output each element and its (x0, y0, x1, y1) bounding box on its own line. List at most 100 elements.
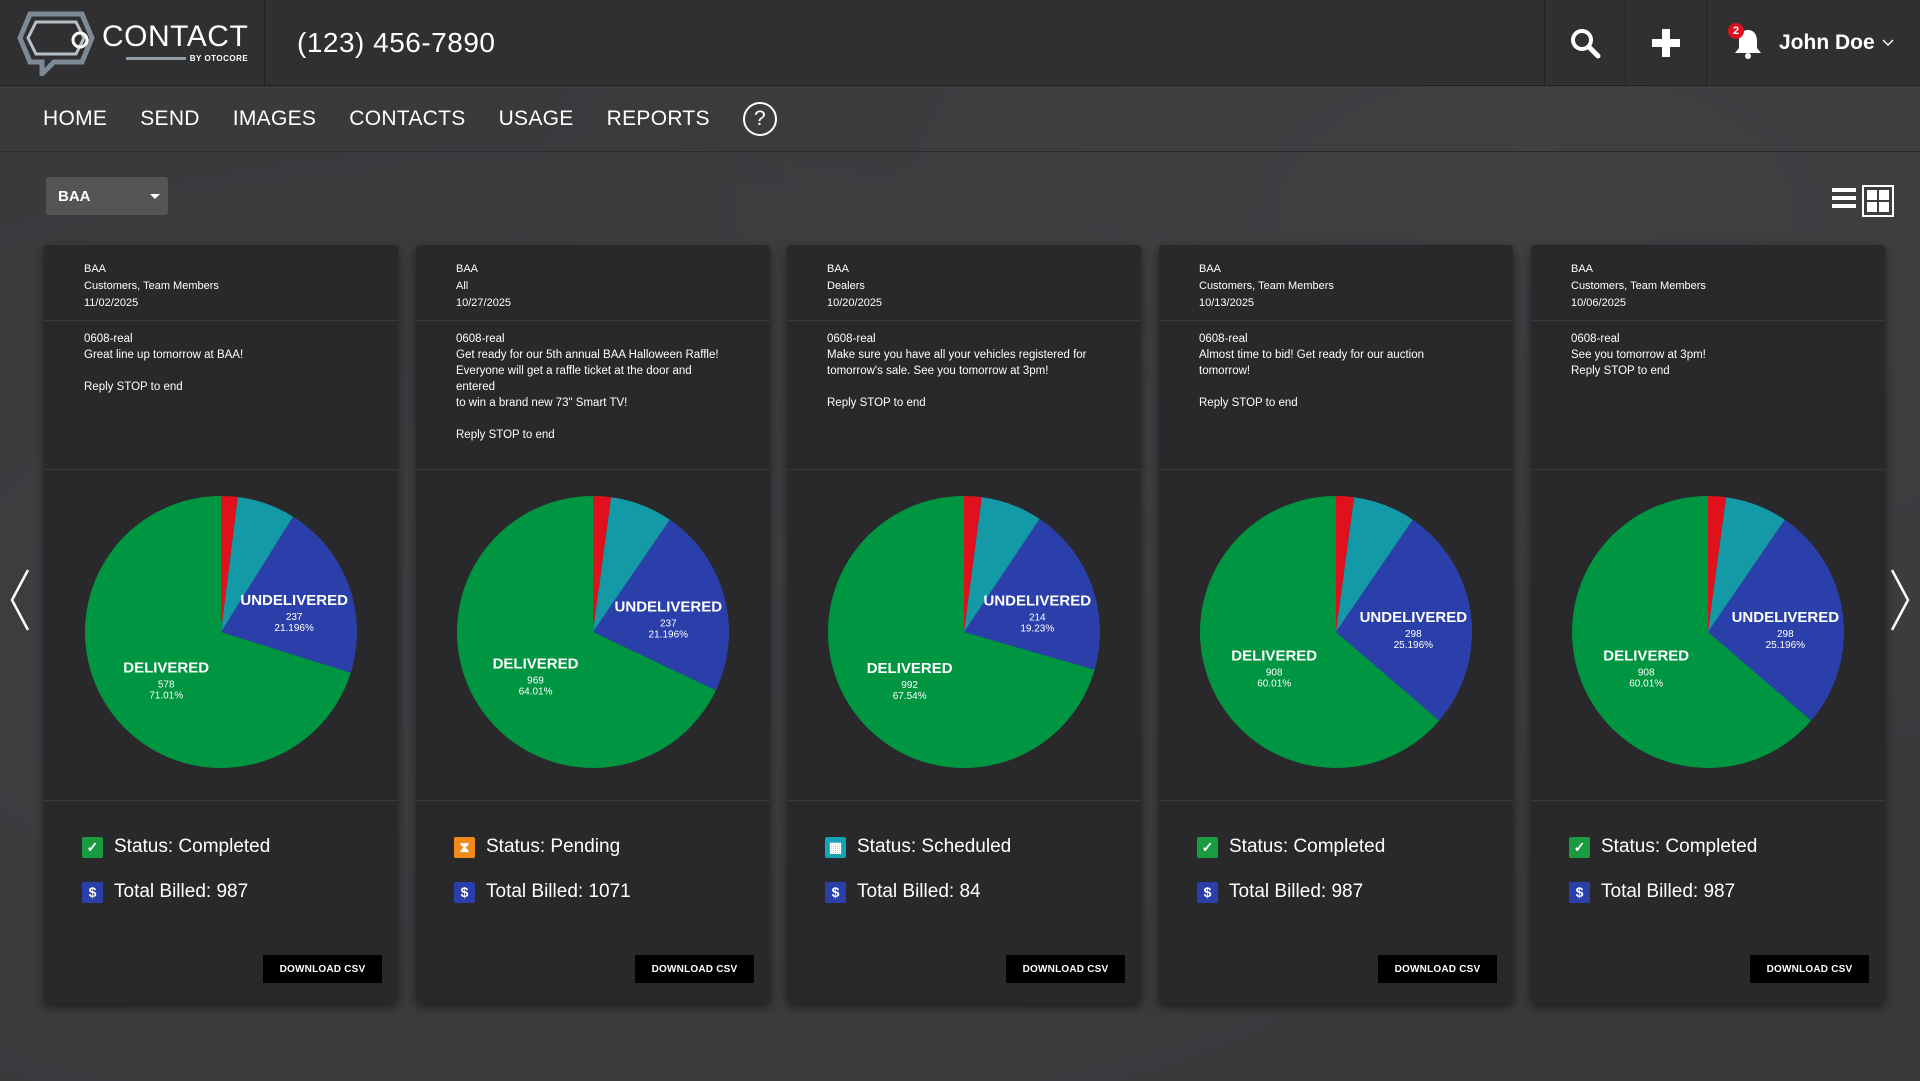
card-sender: 0608-real (1571, 333, 1620, 345)
card-account: BAA (827, 263, 850, 275)
pie-label-delivered-line: 64.01% (519, 686, 553, 697)
delivery-pie-chart: UNDELIVERED 237 21.196% DELIVERED 578 71.01% (44, 470, 398, 801)
campaign-card: BAA Dealers 10/20/2025 0608-real Make sur… (787, 245, 1141, 1003)
nav-contacts[interactable]: CONTACTS (349, 106, 466, 130)
card-header: BAA Customers, Team Members 10/13/2025 (1159, 245, 1513, 321)
pie-slice-undelivered (593, 519, 729, 691)
dollar-icon: $ (1569, 881, 1590, 903)
pie-slice-delivered (828, 496, 1095, 768)
user-name: John Doe (1779, 30, 1875, 54)
card-sender: 0608-real (456, 333, 505, 345)
pie-label-delivered-line: 908 (1638, 667, 1655, 678)
logo-name: CONTACT (102, 20, 249, 53)
card-message: See you tomorrow at 3pm! Reply STOP to e… (1571, 349, 1706, 377)
card-header: BAA Customers, Team Members 11/02/2025 (44, 245, 398, 321)
card-footer: ✓ Status: Completed $ Total Billed: 987 … (1531, 801, 1885, 1001)
pie-slice-delivered (1572, 496, 1812, 768)
card-audience: Customers, Team Members (84, 280, 219, 292)
pie-slice-failed (964, 496, 982, 632)
plus-icon (1652, 28, 1680, 57)
card-footer: ✓ Status: Completed $ Total Billed: 987 … (1159, 801, 1513, 1001)
carousel-prev-icon[interactable] (8, 568, 32, 632)
pie-label-delivered-line: DELIVERED (1231, 647, 1317, 664)
user-menu[interactable]: 2 John Doe (1706, 0, 1920, 85)
list-view-icon[interactable] (1831, 185, 1857, 211)
status-text: Status: Completed (114, 836, 271, 857)
grid-view-icon[interactable] (1862, 185, 1894, 217)
pie-slice-pending (1708, 497, 1785, 632)
download-csv-button[interactable]: DOWNLOAD CSV (1378, 955, 1497, 983)
top-bar: CONTACT BY OTOCORE (123) 456-7890 2 John… (0, 0, 1920, 86)
download-csv-button[interactable]: DOWNLOAD CSV (635, 955, 754, 983)
nav-reports[interactable]: REPORTS (606, 106, 710, 130)
card-footer: ▦ Status: Scheduled $ Total Billed: 84 D… (787, 801, 1141, 1001)
dollar-icon: $ (825, 881, 846, 903)
calendar-icon: ▦ (825, 836, 846, 858)
campaign-card: BAA Customers, Team Members 11/02/2025 0… (44, 245, 398, 1003)
hourglass-icon: ⧗ (454, 836, 475, 858)
chevron-down-icon (1882, 38, 1894, 46)
nav-images[interactable]: IMAGES (232, 106, 317, 130)
logo[interactable]: CONTACT BY OTOCORE (0, 0, 265, 85)
phone-number: (123) 456-7890 (297, 26, 496, 58)
nav-usage[interactable]: USAGE (498, 106, 574, 130)
download-csv-button[interactable]: DOWNLOAD CSV (263, 955, 382, 983)
card-date: 10/13/2025 (1199, 297, 1255, 309)
billed-row: $ Total Billed: 1071 (454, 881, 732, 903)
pie-label-delivered-line: DELIVERED (1603, 647, 1689, 664)
pie-label-delivered-line: 908 (1266, 667, 1283, 678)
dollar-icon: $ (1197, 881, 1218, 903)
nav-send[interactable]: SEND (140, 106, 200, 130)
card-account: BAA (1571, 263, 1594, 275)
add-button[interactable] (1625, 0, 1706, 85)
card-account: BAA (84, 263, 107, 275)
billed-text: Total Billed: 84 (857, 881, 981, 902)
pie-label-delivered-line: DELIVERED (867, 660, 953, 677)
search-button[interactable] (1544, 0, 1625, 85)
card-header: BAA All 10/27/2025 (416, 245, 770, 321)
pie-label-undelivered-line: 237 (286, 612, 303, 623)
billed-text: Total Billed: 1071 (486, 881, 631, 902)
download-csv-button[interactable]: DOWNLOAD CSV (1006, 955, 1125, 983)
pie-label-undelivered-line: 19.23% (1020, 623, 1054, 634)
card-audience: All (456, 280, 469, 292)
pie-label-undelivered-line: 298 (1405, 629, 1422, 640)
pie-slice-undelivered (1336, 519, 1472, 721)
pie-slice-delivered (1200, 496, 1440, 768)
billed-text: Total Billed: 987 (114, 881, 249, 902)
pie-label-undelivered-line: 214 (1029, 612, 1046, 623)
account-select-value: BAA (58, 187, 91, 205)
card-audience: Customers, Team Members (1199, 280, 1334, 292)
pie-slice-failed (1336, 496, 1355, 632)
billed-text: Total Billed: 987 (1229, 881, 1364, 902)
download-csv-button[interactable]: DOWNLOAD CSV (1750, 955, 1869, 983)
account-select[interactable]: BAA (46, 177, 168, 215)
notifications-button[interactable]: 2 (1728, 22, 1765, 60)
carousel-next-icon[interactable] (1888, 568, 1912, 632)
card-message-block: 0608-real Almost time to bid! Get ready f… (1159, 321, 1513, 470)
pie-label-delivered-line: DELIVERED (123, 659, 209, 676)
card-account: BAA (456, 263, 479, 275)
pie-label-undelivered-line: 237 (660, 619, 677, 630)
help-button[interactable]: ? (742, 101, 777, 136)
pie-label-undelivered-line: 25.196% (1394, 640, 1434, 651)
card-message: Make sure you have all your vehicles reg… (827, 349, 1087, 409)
search-icon (1571, 28, 1601, 58)
nav-home[interactable]: HOME (43, 106, 108, 130)
card-message-block: 0608-real Great line up tomorrow at BAA! … (44, 321, 398, 470)
card-sender: 0608-real (827, 333, 876, 345)
pie-slice-undelivered (221, 516, 358, 673)
pie-label-undelivered-line: UNDELIVERED (1360, 609, 1468, 626)
pie-label-delivered-line: 71.01% (149, 690, 183, 701)
campaign-card: BAA All 10/27/2025 0608-real Get ready fo… (416, 245, 770, 1003)
pie-label-undelivered-line: UNDELIVERED (1732, 609, 1840, 626)
